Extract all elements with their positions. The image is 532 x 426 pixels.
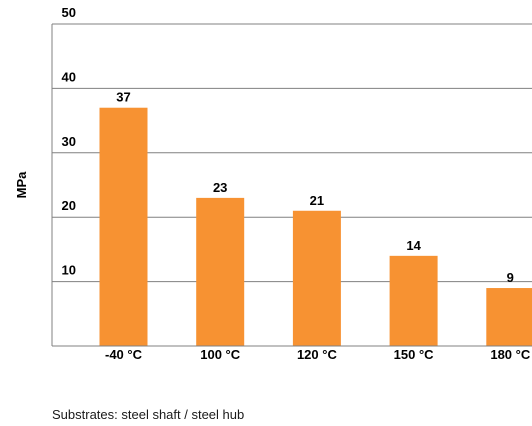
x-tick-label: 180 °C xyxy=(490,347,531,362)
data-label: 21 xyxy=(310,193,324,208)
bar-1 xyxy=(196,197,245,346)
y-tick-label: 50 xyxy=(62,5,76,20)
data-labels: 37 23 21 14 9 xyxy=(116,90,514,285)
y-tick-label: 20 xyxy=(62,198,76,213)
y-tick-label: 40 xyxy=(62,69,76,84)
x-axis-ticks: -40 °C 100 °C 120 °C 150 °C 180 °C xyxy=(105,347,531,362)
bar-3 xyxy=(389,255,438,346)
bar-4 xyxy=(486,288,532,346)
x-tick-label: -40 °C xyxy=(105,347,143,362)
data-label: 9 xyxy=(507,270,514,285)
footnote: Substrates: steel shaft / steel hub xyxy=(52,407,245,422)
x-tick-label: 100 °C xyxy=(200,347,241,362)
bar-0 xyxy=(99,107,148,346)
x-tick-label: 150 °C xyxy=(394,347,435,362)
y-tick-label: 30 xyxy=(62,134,76,149)
y-axis-label: MPa xyxy=(14,171,29,199)
x-tick-label: 120 °C xyxy=(297,347,338,362)
data-label: 37 xyxy=(116,90,130,105)
bar-2 xyxy=(292,210,341,346)
y-axis-ticks: 10 20 30 40 50 xyxy=(62,5,76,278)
data-label: 14 xyxy=(406,238,421,253)
bars xyxy=(99,107,532,346)
y-tick-label: 10 xyxy=(62,263,76,278)
data-label: 23 xyxy=(213,180,227,195)
